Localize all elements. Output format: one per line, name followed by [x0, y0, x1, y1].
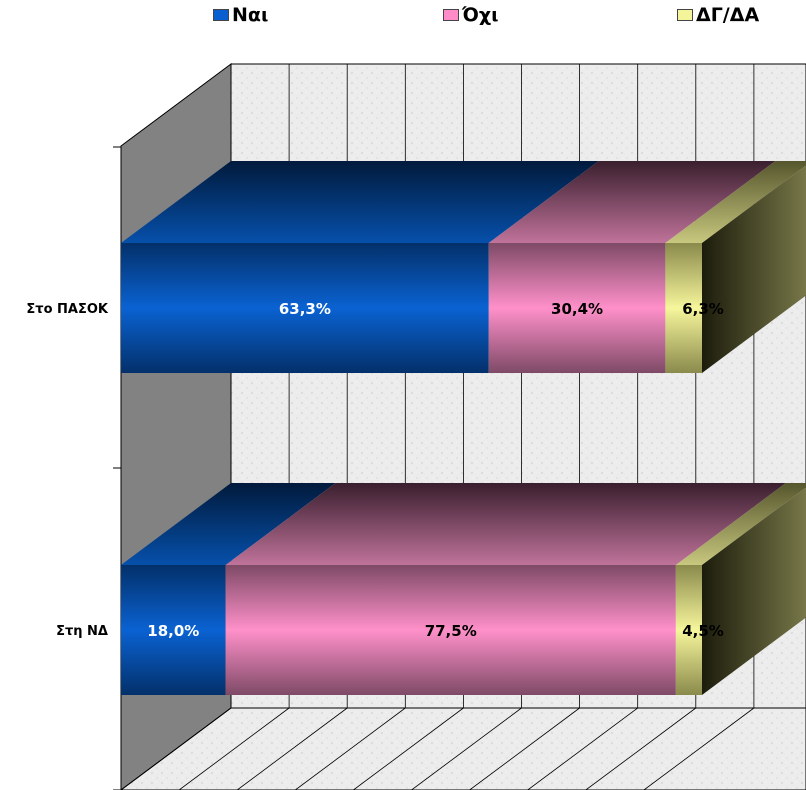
data-label-0-2: 6,3%: [682, 300, 724, 318]
legend-swatch-dk: [677, 9, 693, 21]
data-label-0-0: 63,3%: [279, 300, 331, 318]
bar-top-0-2: [665, 161, 806, 243]
bar-0-0: [121, 243, 489, 373]
floor-gridline: [469, 707, 580, 790]
bar-1-0: [121, 565, 226, 695]
legend-label-dk: ΔΓ/ΔΑ: [696, 4, 760, 26]
bar-1-2: [675, 565, 702, 695]
legend-item-dk: ΔΓ/ΔΑ: [677, 4, 759, 26]
legend-swatch-no: [443, 9, 459, 21]
legend-label-yes: Ναι: [232, 4, 269, 26]
data-label-1-1: 77,5%: [425, 622, 477, 640]
data-label-0-1: 30,4%: [551, 300, 603, 318]
bar-side-1: [702, 487, 806, 695]
bar-top-0-1: [488, 161, 776, 243]
legend: Ναι Όχι ΔΓ/ΔΑ: [0, 4, 806, 34]
data-label-1-0: 18,0%: [147, 622, 199, 640]
bar-top-1-1: [225, 483, 786, 565]
floor-gridline: [295, 707, 406, 790]
legend-swatch-yes: [213, 9, 229, 21]
floor-gridline: [236, 707, 348, 790]
bar-1-1: [225, 565, 676, 695]
bar-top-1-2: [675, 483, 806, 565]
floor-gridline: [643, 707, 755, 790]
floor-gridline: [120, 707, 232, 790]
bar-top-1-0: [121, 483, 336, 565]
floor-gridline: [585, 707, 697, 790]
floor-gridline: [353, 707, 464, 790]
category-label-1: Στη ΝΔ: [56, 624, 108, 639]
floor-gridline: [411, 707, 522, 790]
category-label-0: Στο ΠΑΣΟΚ: [26, 302, 109, 317]
legend-item-no: Όχι: [443, 4, 499, 26]
floor-gridline: [178, 707, 290, 790]
bar-0-1: [488, 243, 666, 373]
bar-top-0-0: [121, 161, 599, 243]
floor: [120, 707, 806, 790]
bar-side-0: [702, 165, 806, 373]
legend-item-yes: Ναι: [213, 4, 268, 26]
data-label-1-2: 4,5%: [682, 622, 724, 640]
legend-label-no: Όχι: [462, 4, 499, 26]
floor-gridline: [527, 707, 638, 790]
bar-0-2: [665, 243, 702, 373]
